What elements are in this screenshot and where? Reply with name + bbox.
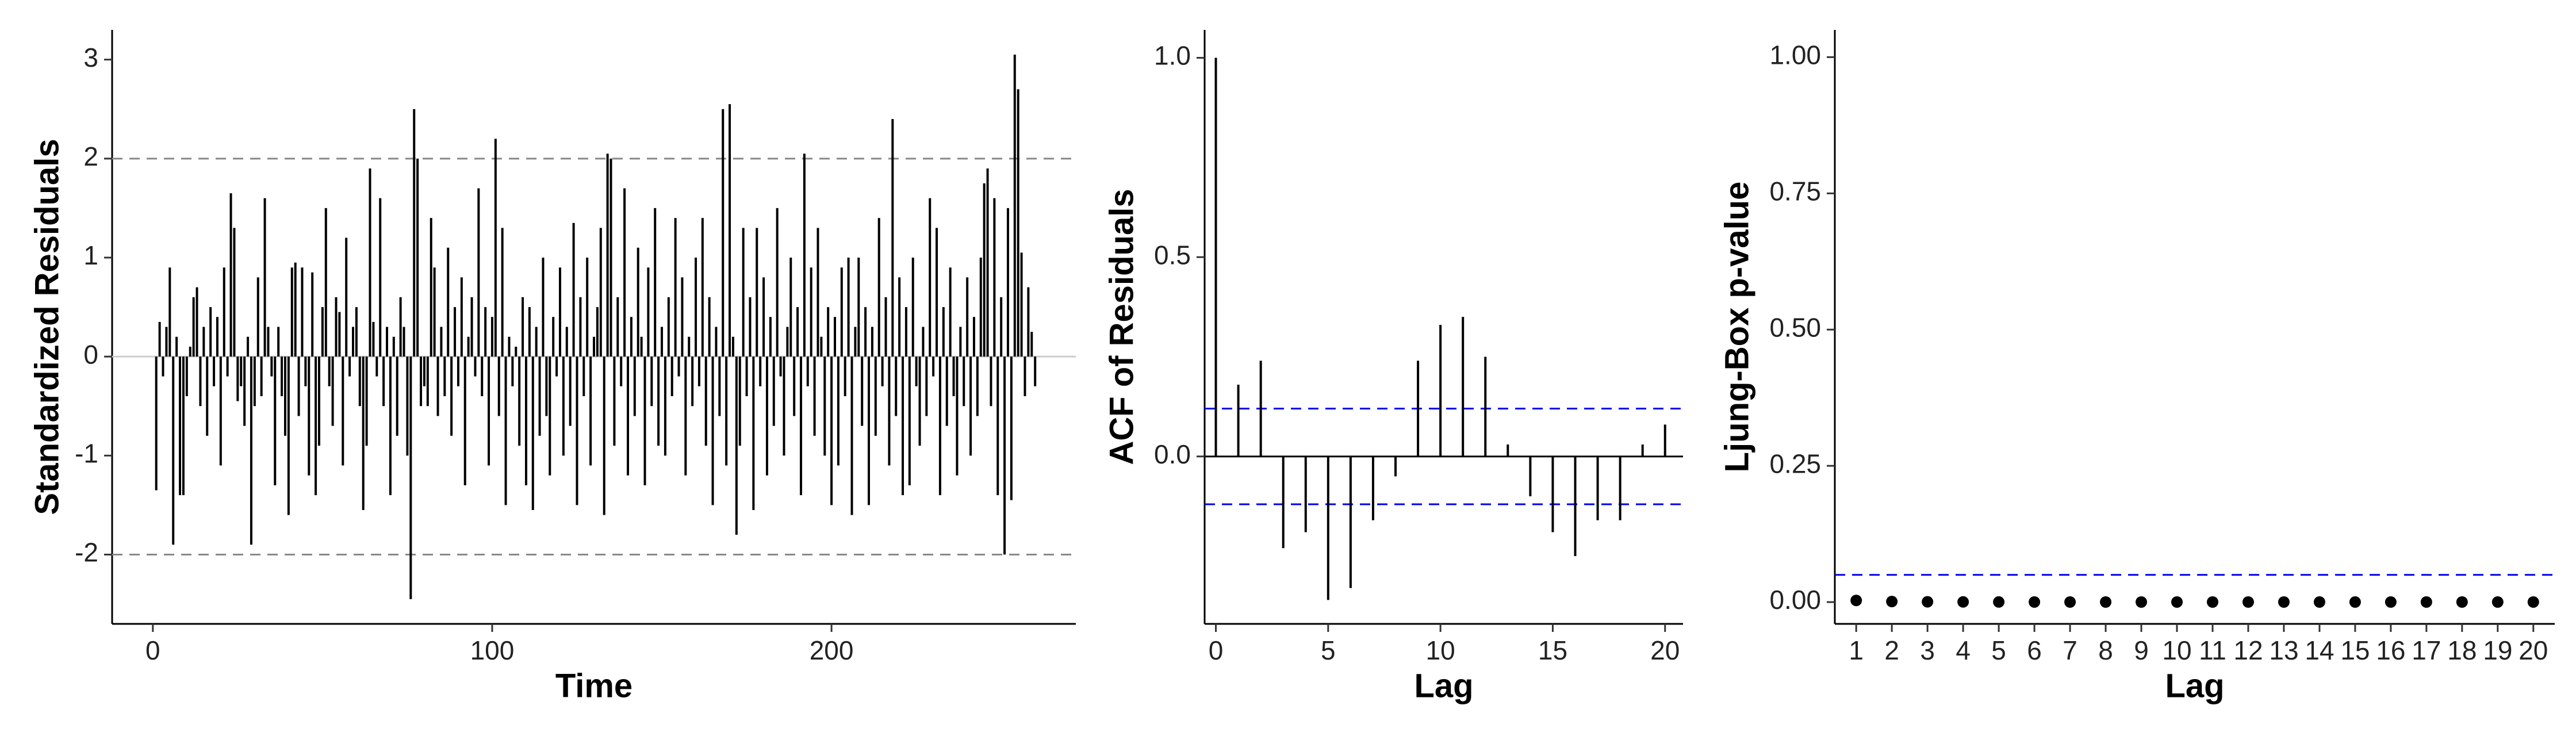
point bbox=[1850, 595, 1862, 607]
x-tick-label: 0 bbox=[1209, 635, 1224, 665]
point bbox=[2064, 596, 2076, 608]
y-tick-label: 3 bbox=[83, 43, 98, 72]
point bbox=[1922, 596, 1934, 608]
y-tick-label: 1 bbox=[83, 240, 98, 270]
x-tick-label: 19 bbox=[2483, 635, 2512, 665]
x-tick-label: 17 bbox=[2412, 635, 2441, 665]
x-axis-title: Time bbox=[555, 667, 632, 704]
x-tick-label: 5 bbox=[1991, 635, 2006, 665]
x-tick-label: 16 bbox=[2376, 635, 2405, 665]
x-tick-label: 6 bbox=[2027, 635, 2042, 665]
x-tick-label: 100 bbox=[470, 635, 515, 665]
y-tick-label: -1 bbox=[75, 438, 98, 468]
x-tick-label: 12 bbox=[2233, 635, 2263, 665]
point bbox=[2171, 596, 2183, 608]
y-tick-label: 1.00 bbox=[1769, 40, 1821, 70]
point bbox=[2456, 596, 2468, 608]
y-axis-title: Ljung-Box p-value bbox=[1718, 182, 1755, 473]
x-tick-label: 7 bbox=[2063, 635, 2077, 665]
x-tick-label: 11 bbox=[2199, 635, 2226, 665]
point bbox=[2206, 596, 2218, 608]
x-tick-label: 18 bbox=[2447, 635, 2477, 665]
y-tick-label: 2 bbox=[83, 141, 98, 171]
y-tick-label: 0.75 bbox=[1769, 176, 1821, 206]
y-tick-label: 0.25 bbox=[1769, 448, 1821, 478]
x-axis-title: Lag bbox=[2165, 667, 2224, 704]
point bbox=[2242, 596, 2254, 608]
x-tick-label: 9 bbox=[2134, 635, 2149, 665]
point bbox=[1886, 596, 1898, 608]
y-tick-label: 0.5 bbox=[1154, 240, 1191, 270]
x-axis-title: Lag bbox=[1414, 667, 1473, 704]
point bbox=[2100, 596, 2112, 608]
point bbox=[2349, 596, 2361, 608]
y-axis-title: ACF of Residuals bbox=[1103, 189, 1140, 465]
point bbox=[1993, 596, 2005, 608]
x-tick-label: 200 bbox=[810, 635, 854, 665]
x-tick-label: 0 bbox=[145, 635, 160, 665]
point bbox=[2420, 596, 2432, 608]
point bbox=[2527, 596, 2539, 608]
y-tick-label: 0.0 bbox=[1154, 439, 1191, 469]
x-tick-label: 1 bbox=[1849, 635, 1864, 665]
y-tick-label: 0.00 bbox=[1769, 585, 1821, 615]
x-tick-label: 13 bbox=[2269, 635, 2298, 665]
y-tick-label: -2 bbox=[75, 538, 98, 568]
x-tick-label: 15 bbox=[2340, 635, 2370, 665]
x-tick-label: 8 bbox=[2098, 635, 2113, 665]
x-tick-label: 5 bbox=[1321, 635, 1336, 665]
point bbox=[2029, 596, 2041, 608]
point bbox=[1957, 596, 1969, 608]
x-tick-label: 3 bbox=[1920, 635, 1935, 665]
point bbox=[2491, 596, 2504, 608]
y-tick-label: 1.0 bbox=[1154, 41, 1191, 71]
point bbox=[2136, 596, 2148, 608]
y-tick-label: 0.50 bbox=[1769, 312, 1821, 342]
point bbox=[2385, 596, 2397, 608]
x-tick-label: 20 bbox=[1650, 635, 1680, 665]
x-tick-label: 15 bbox=[1538, 635, 1567, 665]
x-tick-label: 20 bbox=[2518, 635, 2548, 665]
x-tick-label: 14 bbox=[2305, 635, 2334, 665]
point bbox=[2278, 596, 2290, 608]
point bbox=[2313, 596, 2325, 608]
y-tick-label: 0 bbox=[83, 339, 98, 369]
x-tick-label: 2 bbox=[1884, 635, 1899, 665]
y-axis-title: Standardized Residuals bbox=[28, 139, 66, 515]
x-tick-label: 10 bbox=[1426, 635, 1455, 665]
x-tick-label: 10 bbox=[2162, 635, 2191, 665]
x-tick-label: 4 bbox=[1956, 635, 1971, 665]
